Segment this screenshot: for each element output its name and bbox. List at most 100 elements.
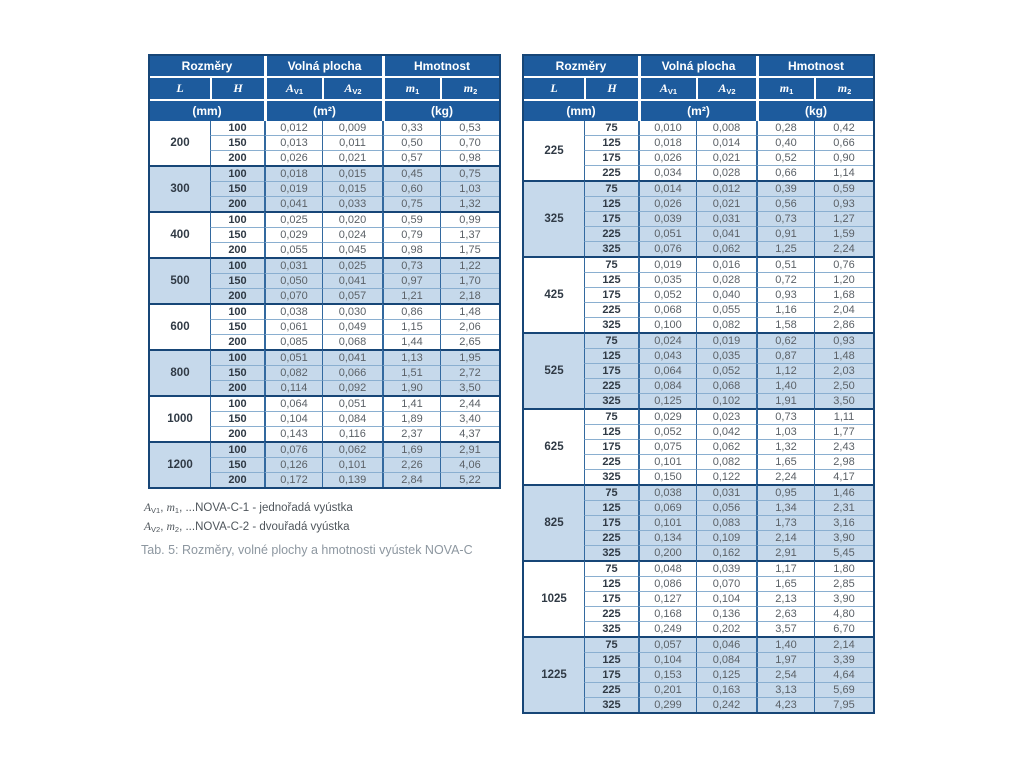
cell-m1: 1,73	[756, 515, 814, 530]
cell-m1: 1,65	[756, 576, 814, 591]
cell-m1: 0,73	[382, 257, 440, 273]
cell-h: 75	[584, 484, 638, 500]
cell-m1: 0,95	[756, 484, 814, 500]
cell-h: 125	[584, 652, 638, 667]
cell-m1: 2,13	[756, 591, 814, 606]
cell-av1: 0,076	[638, 241, 696, 256]
column-group-header: Volná plocha	[638, 56, 756, 76]
unit-header: (m²)	[638, 99, 756, 121]
cell-m1: 0,50	[382, 135, 440, 150]
cell-av1: 0,052	[638, 424, 696, 439]
cell-l: 625	[524, 408, 584, 484]
cell-av1: 0,076	[264, 441, 322, 457]
column-header: m2	[440, 76, 499, 99]
cell-l: 525	[524, 332, 584, 408]
cell-m2: 2,85	[814, 576, 873, 591]
cell-m2: 1,03	[440, 181, 499, 196]
cell-m2: 5,69	[814, 682, 873, 697]
cell-m2: 1,37	[440, 227, 499, 242]
cell-l: 300	[150, 165, 210, 211]
table-row: 175 0,039 0,031 0,73 1,27	[524, 211, 873, 226]
dimensions-table-right: Rozměry Volná plocha Hmotnost L H AV1 AV2 m1 m2(…	[522, 54, 875, 714]
table-row: 325 0,150 0,122 2,24 4,17	[524, 469, 873, 484]
cell-m2: 1,48	[814, 348, 873, 363]
cell-l: 1200	[150, 441, 210, 487]
cell-h: 200	[210, 288, 264, 303]
cell-h: 325	[584, 545, 638, 560]
cell-av2: 0,162	[696, 545, 756, 560]
table-row: 325 0,125 0,102 1,91 3,50	[524, 393, 873, 408]
cell-av1: 0,069	[638, 500, 696, 515]
cell-m2: 3,50	[440, 380, 499, 395]
cell-m1: 0,52	[756, 150, 814, 165]
cell-av1: 0,134	[638, 530, 696, 545]
cell-h: 100	[210, 257, 264, 273]
cell-h: 175	[584, 150, 638, 165]
cell-h: 125	[584, 348, 638, 363]
cell-av1: 0,050	[264, 273, 322, 288]
cell-m2: 1,46	[814, 484, 873, 500]
cell-h: 125	[584, 272, 638, 287]
cell-av2: 0,092	[322, 380, 382, 395]
table-row: 325 0,249 0,202 3,57 6,70	[524, 621, 873, 636]
cell-m2: 2,04	[814, 302, 873, 317]
cell-m2: 3,90	[814, 591, 873, 606]
cell-av2: 0,049	[322, 319, 382, 334]
cell-l: 825	[524, 484, 584, 560]
cell-m2: 1,80	[814, 560, 873, 576]
table-row: 225 75 0,010 0,008 0,28 0,42	[524, 121, 873, 180]
column-header: AV2	[322, 76, 382, 99]
cell-m1: 1,32	[756, 439, 814, 454]
cell-av2: 0,021	[696, 196, 756, 211]
cell-m2: 2,91	[440, 441, 499, 457]
cell-av2: 0,024	[322, 227, 382, 242]
table-row: 150 0,013 0,011 0,50 0,70	[150, 135, 499, 150]
table-row: 325 0,200 0,162 2,91 5,45	[524, 545, 873, 560]
table-row: 1025 75 0,048 0,039 1,17 1,80	[524, 560, 873, 636]
table-row: 125 0,026 0,021 0,56 0,93	[524, 196, 873, 211]
cell-m1: 0,28	[756, 121, 814, 135]
cell-m2: 5,45	[814, 545, 873, 560]
cell-l: 1025	[524, 560, 584, 636]
cell-av1: 0,026	[638, 196, 696, 211]
cell-av2: 0,057	[322, 288, 382, 303]
cell-m1: 2,84	[382, 472, 440, 487]
dimensions-table-left: Rozměry Volná plocha Hmotnost L H AV1 AV2 m1 m2(…	[148, 54, 501, 489]
cell-h: 225	[584, 454, 638, 469]
cell-m1: 0,60	[382, 181, 440, 196]
cell-av1: 0,068	[638, 302, 696, 317]
table-row: 1225 75 0,057 0,046 1,40 2,14	[524, 636, 873, 712]
cell-h: 125	[584, 500, 638, 515]
cell-m1: 1,89	[382, 411, 440, 426]
column-header: m1	[756, 76, 814, 99]
column-group-header: Hmotnost	[756, 56, 873, 76]
cell-av1: 0,029	[638, 408, 696, 424]
table-row: 225 0,051 0,041 0,91 1,59	[524, 226, 873, 241]
cell-m1: 0,59	[382, 211, 440, 227]
cell-m1: 3,57	[756, 621, 814, 636]
unit-header: (mm)	[524, 99, 638, 121]
table-row: 200 0,026 0,021 0,57 0,98	[150, 150, 499, 165]
cell-av2: 0,033	[322, 196, 382, 211]
cell-av2: 0,008	[696, 121, 756, 135]
cell-av2: 0,084	[696, 652, 756, 667]
table-row: 150 0,029 0,024 0,79 1,37	[150, 227, 499, 242]
cell-m1: 0,66	[756, 165, 814, 180]
cell-h: 175	[584, 363, 638, 378]
cell-m1: 0,75	[382, 196, 440, 211]
column-group-header: Rozměry	[150, 56, 264, 76]
cell-av1: 0,070	[264, 288, 322, 303]
cell-av2: 0,082	[696, 454, 756, 469]
cell-m1: 0,33	[382, 121, 440, 135]
cell-m1: 1,12	[756, 363, 814, 378]
cell-h: 75	[584, 560, 638, 576]
cell-m1: 0,93	[756, 287, 814, 302]
cell-m2: 2,14	[814, 636, 873, 652]
table-row: 150 0,126 0,101 2,26 4,06	[150, 457, 499, 472]
cell-h: 225	[584, 378, 638, 393]
cell-h: 75	[584, 180, 638, 196]
cell-av2: 0,015	[322, 181, 382, 196]
column-group-header: Hmotnost	[382, 56, 499, 76]
cell-m2: 0,90	[814, 150, 873, 165]
cell-av2: 0,202	[696, 621, 756, 636]
